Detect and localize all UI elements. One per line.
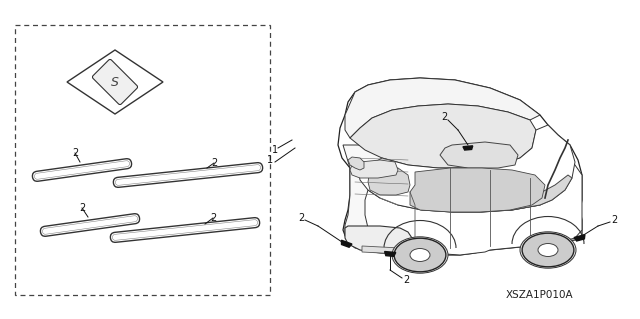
Polygon shape <box>440 142 518 168</box>
Text: 2: 2 <box>298 213 304 223</box>
Polygon shape <box>368 165 410 195</box>
Text: 1: 1 <box>272 145 278 155</box>
Ellipse shape <box>394 238 446 272</box>
Polygon shape <box>341 240 352 247</box>
FancyBboxPatch shape <box>40 214 140 236</box>
Text: 2: 2 <box>403 275 409 285</box>
Text: 2: 2 <box>210 213 216 223</box>
FancyBboxPatch shape <box>92 59 138 105</box>
Polygon shape <box>574 234 585 241</box>
Polygon shape <box>345 78 540 138</box>
Polygon shape <box>67 50 163 114</box>
Bar <box>15 25 270 295</box>
Polygon shape <box>463 146 473 150</box>
Polygon shape <box>410 168 545 212</box>
Text: 2: 2 <box>72 148 78 158</box>
Polygon shape <box>338 78 582 255</box>
FancyBboxPatch shape <box>113 163 262 187</box>
Polygon shape <box>495 175 572 210</box>
Polygon shape <box>362 246 400 254</box>
Text: 2: 2 <box>441 112 447 122</box>
Text: $\mathit{S}$: $\mathit{S}$ <box>110 76 120 88</box>
Polygon shape <box>350 104 536 168</box>
Text: 2: 2 <box>211 158 217 168</box>
Text: 1: 1 <box>267 155 273 165</box>
Polygon shape <box>358 125 575 212</box>
Ellipse shape <box>522 233 574 267</box>
Ellipse shape <box>520 232 576 268</box>
FancyBboxPatch shape <box>33 159 132 181</box>
Ellipse shape <box>538 243 558 256</box>
Polygon shape <box>365 158 582 255</box>
Polygon shape <box>343 145 415 254</box>
Ellipse shape <box>392 237 448 273</box>
Polygon shape <box>348 157 364 170</box>
Text: XSZA1P010A: XSZA1P010A <box>506 290 574 300</box>
Polygon shape <box>385 251 396 256</box>
Text: 2: 2 <box>79 203 85 213</box>
Text: 2: 2 <box>611 215 617 225</box>
FancyBboxPatch shape <box>110 218 260 242</box>
Polygon shape <box>345 226 415 254</box>
Ellipse shape <box>410 249 430 262</box>
Polygon shape <box>350 160 398 178</box>
